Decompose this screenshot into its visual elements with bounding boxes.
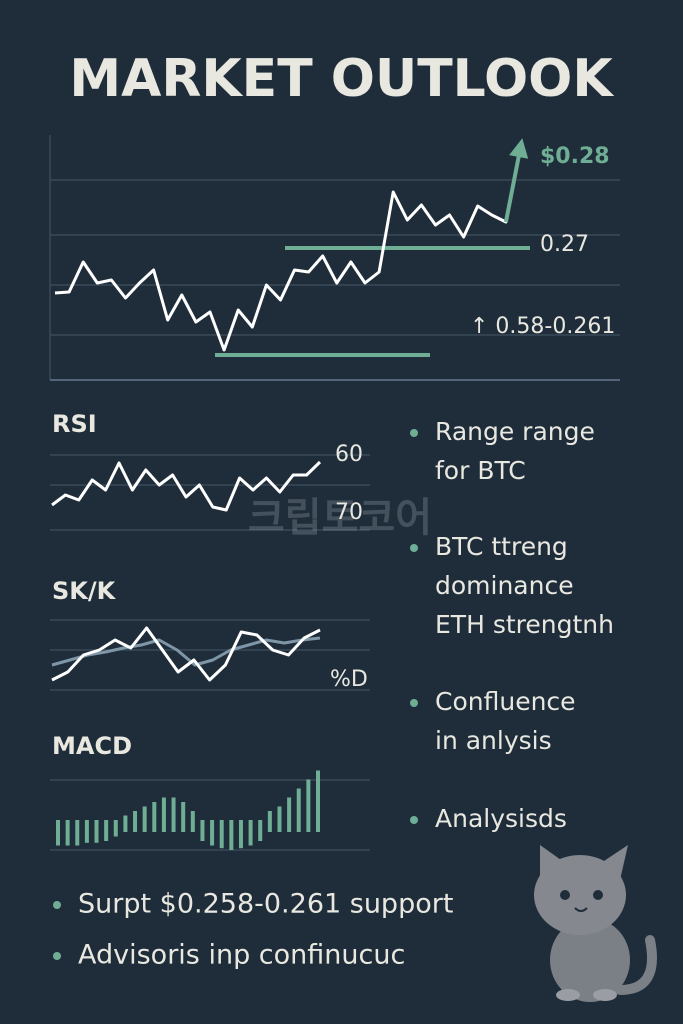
annotation: 0.27 (540, 232, 589, 257)
bar (94, 820, 99, 843)
line (51, 626, 321, 682)
bullet-dot (410, 544, 418, 552)
bullet-text: in anlysis (435, 726, 552, 755)
bar (267, 811, 272, 832)
bar (296, 788, 301, 832)
bullet-text: Surpt $0.258-0.261 support (78, 889, 453, 920)
bullet-text: BTC ttreng (435, 532, 568, 561)
annotation: ↑ 0.58-0.261 (470, 314, 615, 339)
line (54, 149, 522, 352)
trend-arrow (503, 149, 522, 223)
bullet-text: Advisoris inp confinucuc (78, 940, 405, 971)
chart-title: MACD (52, 732, 132, 760)
line (51, 636, 321, 667)
bar (238, 820, 243, 849)
bar (277, 806, 282, 832)
annotation: $0.28 (540, 144, 610, 169)
bar (210, 820, 215, 846)
annotation: 60 (335, 442, 363, 467)
bar (171, 797, 176, 832)
bullet-text: Confluence (435, 687, 576, 716)
bar (113, 820, 118, 837)
chart-title: SK/K (52, 577, 117, 605)
annotation: %D (330, 667, 368, 692)
bar (181, 802, 186, 832)
line (51, 460, 322, 512)
main-grid (49, 135, 620, 381)
bar (56, 820, 60, 846)
bar (142, 806, 147, 832)
small-grids (50, 454, 370, 851)
bullet-text: for BTC (435, 456, 526, 485)
bar (75, 820, 80, 846)
bullet-dot (410, 429, 418, 437)
annotation: 70 (335, 500, 363, 525)
bar (306, 779, 311, 832)
bar (161, 797, 166, 832)
chart-title: RSI (52, 410, 97, 438)
bar (190, 811, 195, 832)
bullet-text: Range range (435, 417, 595, 446)
bullet-text: dominance (435, 571, 574, 600)
bullet-dot (410, 699, 418, 707)
arrow-head (509, 138, 529, 159)
bar (316, 770, 320, 832)
bullet-dot (53, 952, 61, 960)
bar (65, 820, 70, 846)
bar (133, 811, 138, 832)
bar (152, 802, 157, 832)
bar (287, 797, 292, 832)
bar (84, 820, 89, 843)
title: MARKET OUTLOOK (69, 49, 614, 109)
bar (104, 820, 109, 841)
bullet-dot (410, 816, 418, 824)
watermark: 크립토코어 (248, 495, 432, 541)
bar (258, 820, 263, 841)
bar (219, 820, 224, 849)
bullet-text: ETH strengtnh (435, 610, 614, 639)
bar (229, 820, 234, 850)
cat (534, 845, 657, 1002)
bullet-dot (53, 901, 61, 909)
bar (123, 815, 128, 832)
bar (200, 820, 205, 841)
bar (248, 820, 253, 846)
bullet-text: Analysisds (435, 804, 567, 833)
